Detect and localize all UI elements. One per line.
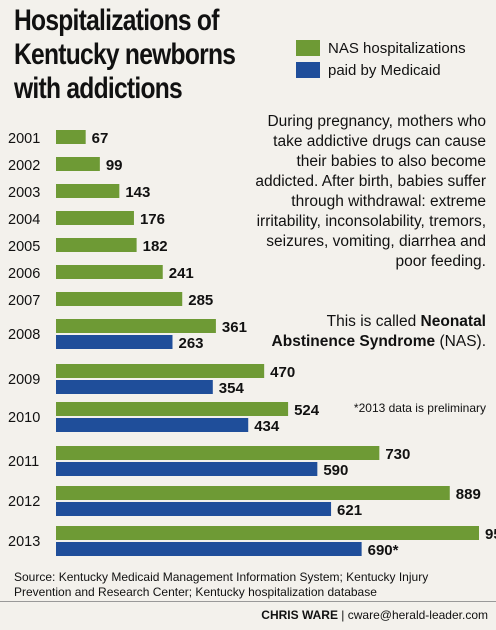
footnote-preliminary: *2013 data is preliminary [353, 401, 486, 415]
year-label-2013: 2013 [8, 534, 40, 550]
bar-nas-2002 [56, 157, 100, 171]
bar-nas-2011 [56, 446, 380, 460]
chart-title: Hospitalizations of Kentucky newborns wi… [14, 4, 236, 105]
bar-medicaid-2010 [56, 418, 249, 432]
value-label-nas-2009: 470 [270, 364, 295, 381]
value-label-medicaid-2012: 621 [337, 502, 362, 519]
value-label-nas-2005: 182 [143, 238, 168, 255]
nas-note-term: Neonatal Abstinence Syndrome [271, 313, 486, 350]
value-label-nas-2003: 143 [125, 184, 150, 201]
value-label-nas-2001: 67 [92, 130, 109, 147]
bar-medicaid-2009 [56, 380, 213, 394]
bar-nas-2013 [56, 526, 479, 540]
bar-medicaid-2013 [56, 542, 362, 556]
year-label-2011: 2011 [8, 454, 39, 470]
source-note: Source: Kentucky Medicaid Management Inf… [14, 570, 429, 599]
value-label-nas-2004: 176 [140, 211, 165, 228]
bar-nas-2004 [56, 211, 134, 225]
bar-medicaid-2011 [56, 462, 318, 476]
value-label-nas-2006: 241 [169, 265, 194, 282]
value-label-medicaid-2010: 434 [254, 418, 280, 435]
nas-note-suffix: (NAS). [435, 333, 486, 350]
value-label-nas-2007: 285 [188, 292, 213, 309]
legend-item-medicaid: paid by Medicaid [296, 60, 441, 80]
bar-medicaid-2012 [56, 502, 332, 516]
bar-nas-2005 [56, 238, 137, 252]
nas-definition: This is called Neonatal Abstinence Syndr… [250, 312, 486, 352]
value-label-nas-2011: 730 [385, 446, 410, 463]
year-label-2006: 2006 [8, 266, 40, 282]
legend-swatch-nas [296, 40, 320, 56]
year-label-2002: 2002 [8, 158, 40, 174]
value-label-nas-2008: 361 [222, 319, 247, 336]
bar-nas-2010 [56, 402, 289, 416]
value-label-medicaid-2009: 354 [219, 380, 245, 397]
value-label-nas-2013: 955* [485, 526, 496, 543]
year-label-2009: 2009 [8, 372, 40, 388]
year-label-2012: 2012 [8, 494, 40, 510]
bar-nas-2012 [56, 486, 450, 500]
legend-label-medicaid: paid by Medicaid [328, 61, 441, 79]
year-label-2005: 2005 [8, 239, 40, 255]
year-label-2007: 2007 [8, 293, 40, 309]
value-label-medicaid-2008: 263 [178, 335, 203, 352]
footer-divider [0, 601, 496, 602]
credit-email: cware@herald-leader.com [347, 608, 488, 622]
bar-medicaid-2008 [56, 335, 173, 349]
credit-separator: | [337, 608, 348, 622]
value-label-medicaid-2011: 590 [323, 462, 348, 479]
description-text: During pregnancy, mothers who take addic… [255, 113, 486, 270]
value-label-nas-2010: 524 [294, 402, 320, 419]
legend-label-nas: NAS hospitalizations [328, 39, 466, 57]
year-label-2010: 2010 [8, 410, 40, 426]
value-label-nas-2012: 889 [456, 486, 481, 503]
legend-swatch-medicaid [296, 62, 320, 78]
credit-name: CHRIS WARE [261, 608, 338, 622]
bar-nas-2003 [56, 184, 120, 198]
bar-nas-2009 [56, 364, 265, 378]
year-label-2003: 2003 [8, 185, 40, 201]
bar-nas-2008 [56, 319, 216, 333]
bar-nas-2001 [56, 130, 86, 144]
value-label-medicaid-2013: 690* [368, 542, 399, 559]
bar-nas-2007 [56, 292, 183, 306]
nas-note-prefix: This is called [326, 313, 421, 330]
year-label-2001: 2001 [8, 131, 40, 147]
credit-line: CHRIS WARE | cware@herald-leader.com [261, 608, 488, 622]
year-label-2008: 2008 [8, 327, 40, 343]
legend-item-nas: NAS hospitalizations [296, 38, 466, 58]
bar-nas-2006 [56, 265, 163, 279]
year-label-2004: 2004 [8, 212, 40, 228]
value-label-nas-2002: 99 [106, 157, 123, 174]
